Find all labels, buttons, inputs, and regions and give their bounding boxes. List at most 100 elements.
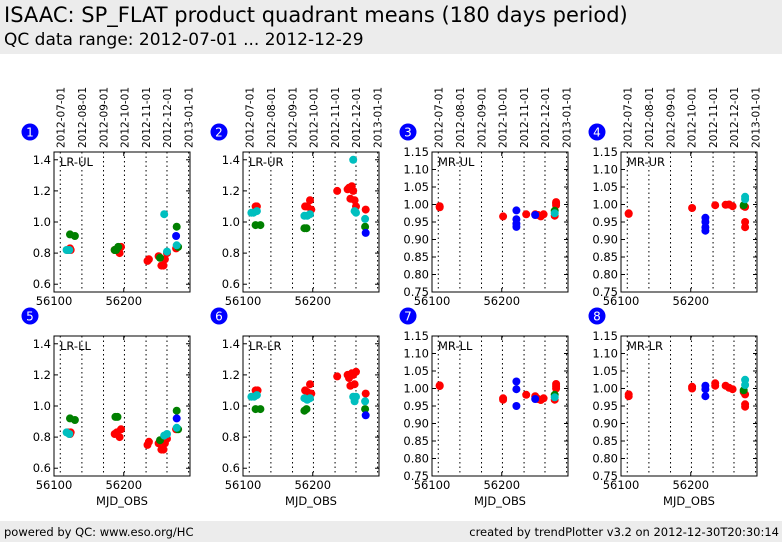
y-tick-label: 0.75: [403, 469, 429, 483]
data-point: [70, 416, 79, 424]
series-blue: [361, 411, 370, 420]
data-point: [701, 385, 710, 394]
y-tick-label: 1.05: [403, 180, 429, 194]
y-tick-label: 0.6: [222, 277, 240, 291]
date-tick-label: 2012-11-01: [141, 87, 153, 148]
data-point: [65, 430, 74, 438]
data-point: [499, 395, 508, 404]
data-point: [624, 392, 633, 401]
data-point: [552, 198, 561, 207]
x-tick-label: 56100: [603, 294, 640, 308]
y-tick-label: 1.4: [33, 337, 51, 351]
date-tick-label: 2012-07-01: [244, 87, 256, 148]
data-point: [531, 211, 540, 219]
panel-quadrant-label: LR-LL: [60, 339, 91, 353]
page-subtitle: QC data range: 2012-07-01 ... 2012-12-29: [4, 30, 364, 50]
panel-quadrant-label: MR-UL: [438, 155, 475, 169]
series-blue: [512, 206, 540, 231]
x-tick-label: 56200: [105, 294, 142, 308]
series-cyan: [62, 210, 181, 256]
panel-8: 0.75 0.80 0.85 0.90 0.95 1.00 1.05 1.10 1.15 5610…: [588, 307, 758, 508]
x-tick-label: 56200: [294, 294, 331, 308]
plot-frame: [53, 335, 191, 477]
data-point: [361, 397, 370, 406]
y-tick-label: 1.00: [403, 382, 429, 396]
data-point: [512, 206, 521, 215]
data-point: [252, 207, 261, 216]
data-point: [522, 210, 531, 219]
data-point: [172, 232, 181, 240]
x-tick-label: 56100: [225, 478, 262, 492]
series-red: [624, 200, 750, 232]
data-point: [531, 395, 540, 403]
y-tick-label: 0.90: [403, 417, 429, 431]
x-axis-label: MJD_OBS: [96, 494, 148, 508]
y-tick-label: 1.10: [592, 163, 618, 177]
y-tick-label: 1.0: [222, 399, 240, 413]
data-point: [550, 209, 559, 218]
panel-number: 3: [404, 126, 412, 140]
data-point: [539, 210, 548, 219]
panel-quadrant-label: MR-UR: [627, 155, 665, 169]
date-tick-label: 2012-12-01: [162, 87, 174, 148]
y-tick-label: 0.90: [592, 417, 618, 431]
panel-3: 0.75 0.80 0.85 0.90 0.95 1.00 1.05 1.10 1.15 5610…: [399, 87, 574, 308]
date-tick-label: 2013-01-01: [184, 87, 196, 148]
date-tick-label: 2012-11-01: [519, 87, 531, 148]
date-tick-label: 2012-08-01: [77, 87, 89, 148]
series-red: [435, 380, 561, 404]
data-point: [728, 385, 737, 394]
data-point: [350, 380, 359, 389]
series-blue: [172, 232, 181, 240]
x-tick-label: 56100: [414, 478, 451, 492]
y-tick-label: 1.0: [222, 215, 240, 229]
y-tick-label: 0.75: [403, 285, 429, 299]
data-point: [361, 405, 370, 414]
x-tick-label: 56200: [672, 294, 709, 308]
panel-quadrant-label: LR-LR: [249, 339, 281, 353]
date-tick-label: 2012-07-01: [55, 87, 67, 148]
panel-number: 4: [593, 126, 601, 140]
series-cyan: [741, 375, 750, 389]
y-tick-label: 1.05: [592, 180, 618, 194]
date-tick-label: 2012-07-01: [433, 87, 445, 148]
series-cyan: [550, 393, 559, 402]
data-point: [728, 202, 737, 211]
footer-created-by: created by trendPlotter v3.2 on 2012-12-…: [469, 525, 779, 539]
y-tick-label: 1.00: [403, 198, 429, 212]
data-point: [349, 186, 358, 195]
series-cyan: [741, 192, 750, 204]
panel-number: 6: [215, 310, 223, 324]
y-tick-label: 0.95: [403, 215, 429, 229]
x-axis-label: MJD_OBS: [474, 494, 526, 508]
series-cyan: [550, 209, 559, 218]
x-tick-label: 56200: [105, 478, 142, 492]
y-tick-label: 0.90: [403, 233, 429, 247]
panel-6: 0.6 0.8 1.0 1.2 1.4 56100 56200 LR-LR 6 MJD_OBS: [210, 307, 380, 508]
series-cyan: [247, 391, 370, 406]
panel-2: 0.6 0.8 1.0 1.2 1.4 56100 56200 LR-UR 2 2012-07-0…: [210, 87, 385, 308]
data-point: [352, 208, 360, 217]
data-point: [512, 222, 521, 231]
data-point: [741, 381, 750, 389]
series-green: [251, 405, 370, 415]
y-tick-label: 1.2: [222, 184, 240, 198]
series-blue: [172, 414, 181, 423]
data-point: [114, 242, 123, 251]
date-tick-label: 2012-10-01: [119, 87, 131, 148]
x-tick-label: 56200: [294, 478, 331, 492]
date-tick-label: 2012-08-01: [455, 87, 467, 148]
panel-number-badge: [399, 307, 417, 325]
panel-number-badge: [21, 123, 39, 141]
data-point: [160, 210, 169, 219]
y-tick-label: 1.15: [592, 145, 618, 159]
x-tick-label: 56100: [36, 478, 73, 492]
y-tick-label: 1.10: [403, 163, 429, 177]
x-tick-label: 56200: [483, 294, 520, 308]
data-point: [435, 381, 444, 390]
data-point: [701, 226, 710, 235]
x-tick-label: 56100: [225, 294, 262, 308]
x-tick-label: 56100: [36, 294, 73, 308]
plot-frame: [53, 151, 191, 293]
data-point: [333, 372, 342, 381]
